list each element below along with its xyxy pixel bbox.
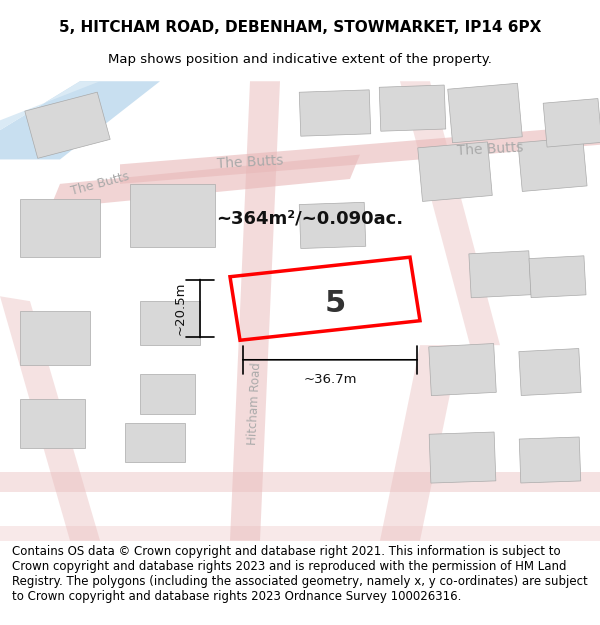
Text: The Butts: The Butts — [457, 141, 524, 158]
Polygon shape — [400, 81, 500, 345]
Polygon shape — [380, 345, 460, 541]
Text: Hitcham Road: Hitcham Road — [247, 362, 263, 446]
Text: ~20.5m: ~20.5m — [173, 282, 187, 335]
Polygon shape — [529, 256, 586, 298]
Polygon shape — [429, 344, 496, 396]
Polygon shape — [140, 301, 200, 345]
Polygon shape — [0, 81, 160, 159]
Text: Map shows position and indicative extent of the property.: Map shows position and indicative extent… — [108, 52, 492, 66]
Polygon shape — [519, 437, 581, 483]
Text: ~36.7m: ~36.7m — [303, 373, 357, 386]
Polygon shape — [448, 83, 522, 142]
Polygon shape — [418, 142, 492, 201]
Polygon shape — [20, 311, 90, 365]
Polygon shape — [518, 138, 587, 191]
Text: The Butts: The Butts — [217, 154, 284, 171]
Text: The Butts: The Butts — [69, 170, 131, 198]
Polygon shape — [299, 202, 366, 249]
Polygon shape — [20, 199, 100, 257]
Polygon shape — [120, 125, 600, 184]
Polygon shape — [0, 472, 600, 492]
Text: ~364m²/~0.090ac.: ~364m²/~0.090ac. — [217, 209, 404, 227]
Polygon shape — [20, 399, 85, 448]
Polygon shape — [0, 526, 600, 541]
Polygon shape — [469, 251, 531, 298]
Polygon shape — [299, 90, 371, 136]
Polygon shape — [230, 81, 280, 541]
Polygon shape — [429, 432, 496, 483]
Polygon shape — [0, 296, 100, 541]
Polygon shape — [543, 99, 600, 147]
Polygon shape — [379, 85, 446, 131]
Text: 5, HITCHAM ROAD, DEBENHAM, STOWMARKET, IP14 6PX: 5, HITCHAM ROAD, DEBENHAM, STOWMARKET, I… — [59, 20, 541, 35]
Polygon shape — [25, 92, 110, 158]
Text: Contains OS data © Crown copyright and database right 2021. This information is : Contains OS data © Crown copyright and d… — [12, 545, 588, 603]
Text: 5: 5 — [325, 289, 346, 318]
Polygon shape — [519, 349, 581, 396]
Polygon shape — [0, 81, 100, 130]
Polygon shape — [125, 423, 185, 462]
Polygon shape — [140, 374, 195, 414]
Polygon shape — [130, 184, 215, 248]
Polygon shape — [50, 154, 360, 208]
